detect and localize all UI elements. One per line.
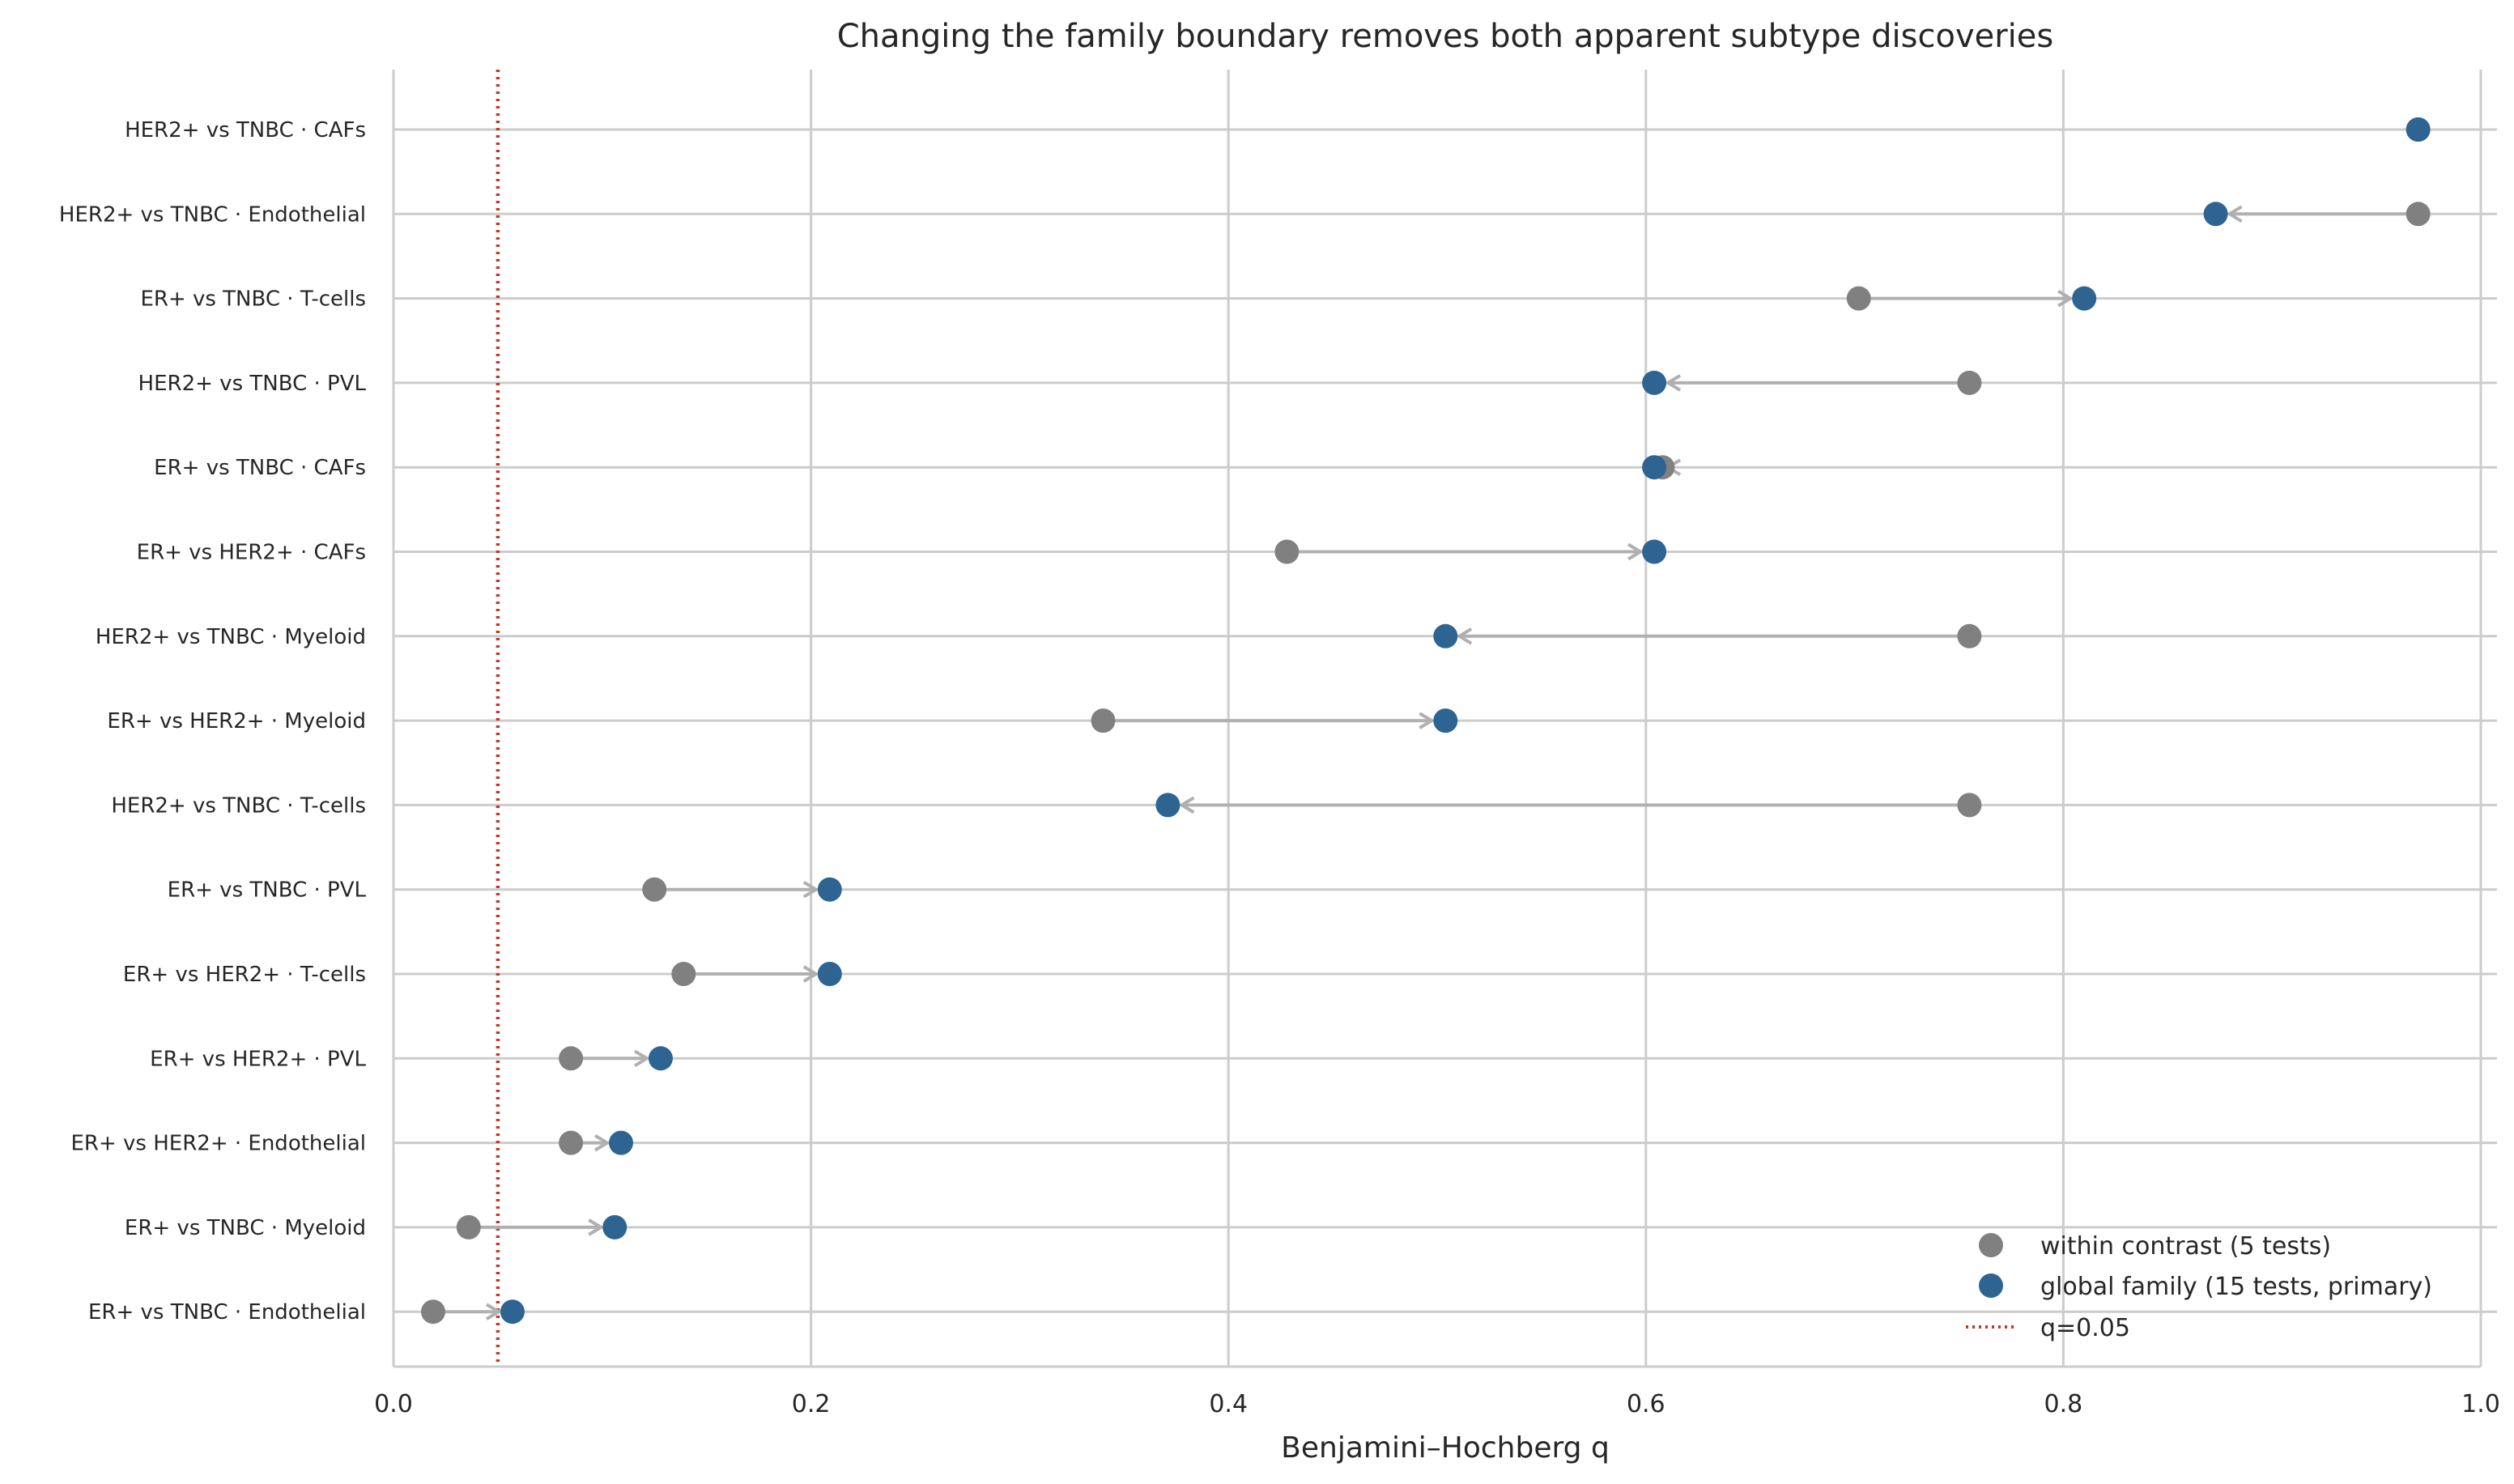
within-point [1091, 708, 1116, 733]
within-point [1957, 370, 1982, 395]
arrow-head [1178, 796, 1195, 814]
y-tick-label: ER+ vs HER2+ · CAFs [137, 541, 366, 565]
legend-marker-global [1979, 1274, 2003, 1298]
within-point [1957, 623, 1982, 648]
arrow-head [485, 1303, 502, 1320]
legend-label-within: within contrast (5 tests) [2040, 1232, 2331, 1261]
within-point [642, 877, 667, 902]
global-point [817, 962, 842, 986]
global-point [609, 1130, 634, 1155]
global-point [1155, 793, 1180, 818]
global-point [1642, 539, 1667, 564]
x-tick-label: 0.6 [1627, 1390, 1665, 1418]
axis-layer [392, 70, 2481, 1368]
x-axis-label: Benjamini–Hochberg q [1281, 1431, 1610, 1465]
within-point [559, 1130, 584, 1155]
global-point [1642, 455, 1667, 480]
global-point [817, 877, 842, 902]
y-tick-label: ER+ vs TNBC · T-cells [140, 287, 366, 312]
legend-marker-within [1979, 1233, 2003, 1257]
chart-title: Changing the family boundary removes bot… [837, 18, 2053, 55]
within-point [2406, 202, 2431, 227]
within-point [1846, 286, 1871, 311]
arrow-head [593, 1133, 610, 1152]
arrow-head [1627, 542, 1644, 561]
y-tick-label: ER+ vs TNBC · Myeloid [125, 1216, 366, 1240]
point-layer [420, 117, 2431, 1325]
x-tick-label: 0.0 [374, 1390, 413, 1418]
y-tick-label: HER2+ vs TNBC · PVL [138, 372, 367, 396]
arrow-head [802, 880, 819, 899]
y-tick-label: HER2+ vs TNBC · CAFs [125, 118, 366, 142]
y-tick-label: ER+ vs TNBC · Endothelial [88, 1300, 366, 1325]
label-layer: 0.0 0.2 0.4 0.6 0.8 1.0 HER2+ vs TNBC · CAFs HE… [59, 118, 2500, 1418]
global-point [648, 1046, 673, 1071]
x-tick-label: 0.4 [1209, 1390, 1248, 1418]
within-point [456, 1214, 481, 1240]
within-point [559, 1046, 584, 1071]
y-tick-label: ER+ vs HER2+ · PVL [150, 1047, 366, 1071]
y-tick-label: HER2+ vs TNBC · Endothelial [59, 202, 366, 227]
arrow-head [1665, 374, 1682, 392]
within-point [1957, 793, 1982, 818]
arrow-head [633, 1049, 650, 1068]
global-point [2203, 202, 2228, 227]
global-point [1642, 370, 1667, 395]
x-tick-label: 1.0 [2461, 1390, 2500, 1418]
y-tick-label: ER+ vs TNBC · PVL [168, 878, 367, 903]
arrow-head [802, 965, 819, 983]
arrow-head [1419, 712, 1436, 729]
y-tick-label: ER+ vs HER2+ · Myeloid [107, 709, 366, 733]
arrow-layer [445, 205, 2406, 1320]
arrow-head [588, 1218, 605, 1236]
y-tick-label: ER+ vs HER2+ · T-cells [123, 963, 366, 987]
within-point [420, 1299, 445, 1325]
arrow-head [1456, 627, 1473, 645]
y-tick-label: HER2+ vs TNBC · Myeloid [96, 625, 366, 649]
y-tick-label: HER2+ vs TNBC · T-cells [111, 793, 366, 818]
within-point [671, 962, 696, 986]
x-tick-label: 0.2 [792, 1390, 831, 1418]
legend: within contrast (5 tests) global family … [1966, 1232, 2432, 1342]
y-tick-label: ER+ vs TNBC · CAFs [154, 456, 366, 480]
legend-label-global: global family (15 tests, primary) [2040, 1273, 2432, 1301]
global-point [500, 1299, 525, 1325]
y-tick-label: ER+ vs HER2+ · Endothelial [71, 1132, 367, 1156]
within-point [1274, 539, 1300, 564]
global-point [1433, 708, 1458, 733]
global-point [2406, 117, 2431, 142]
arrow-head [2057, 289, 2074, 308]
global-point [1433, 623, 1458, 648]
x-tick-label: 0.8 [2044, 1390, 2083, 1418]
global-point [2072, 286, 2097, 311]
arrow-head [2226, 205, 2243, 223]
legend-label-threshold: q=0.05 [2040, 1314, 2130, 1342]
global-point [602, 1214, 627, 1240]
